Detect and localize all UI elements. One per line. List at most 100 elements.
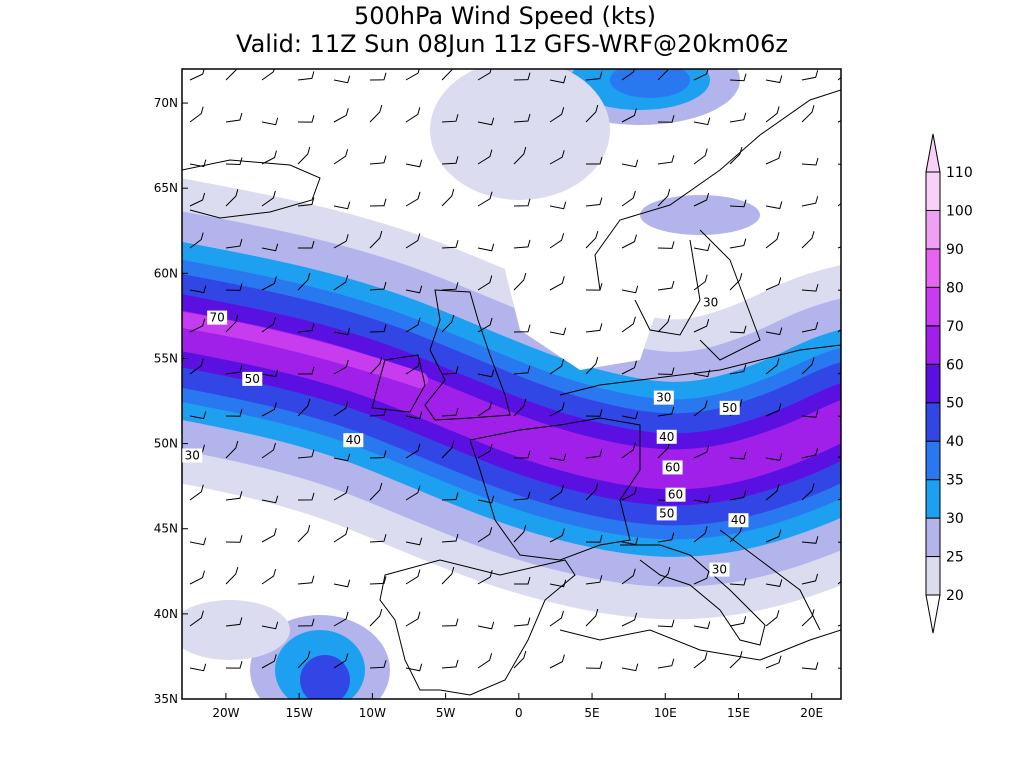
wind-barb <box>549 233 565 249</box>
coastline <box>379 559 576 696</box>
wind-barb <box>189 570 205 585</box>
wind-barb <box>405 285 423 294</box>
wind-barb <box>297 449 315 459</box>
wind-barb <box>261 276 277 291</box>
wind-barb <box>585 323 603 333</box>
wind-barb <box>513 365 531 375</box>
wind-barb <box>621 612 638 627</box>
wind-barb <box>441 282 459 291</box>
wind-barb <box>261 654 277 669</box>
x-tick-label: 15E <box>727 706 750 720</box>
wind-barb <box>585 608 599 627</box>
wind-barb <box>621 69 635 81</box>
wind-barb <box>765 610 780 627</box>
wind-barb <box>729 451 747 460</box>
wind-barb <box>189 484 204 501</box>
wind-barb <box>513 239 531 249</box>
wind-barb <box>585 482 599 501</box>
wind-barb <box>225 440 239 459</box>
colorbar-label: 30 <box>946 511 964 527</box>
y-tick-label: 60N <box>154 266 178 280</box>
wind-barb <box>189 663 207 672</box>
wind-barb <box>369 104 383 123</box>
colorbar-label: 110 <box>946 165 973 181</box>
wind-barb <box>261 316 276 333</box>
colorbar-label: 25 <box>946 550 964 566</box>
wind-barb <box>369 450 387 459</box>
colorbar-label: 70 <box>946 319 964 335</box>
x-tick-label: 0 <box>515 706 523 720</box>
wind-barb <box>621 442 636 459</box>
wind-barb <box>405 191 421 207</box>
wind-barb <box>621 316 636 333</box>
wind-barb <box>297 114 315 123</box>
wind-barb <box>693 621 711 630</box>
wind-barb <box>765 201 783 210</box>
x-tick-label: 5W <box>436 706 456 720</box>
wind-barb <box>225 535 243 543</box>
wind-barb <box>801 410 819 418</box>
wind-barb <box>621 159 639 168</box>
wind-barb <box>549 528 565 543</box>
wind-barb <box>405 443 421 459</box>
wind-barb <box>333 611 349 627</box>
wind-barb <box>405 233 421 249</box>
wind-barb <box>477 275 493 291</box>
wind-barb <box>405 317 421 333</box>
wind-barb <box>333 75 351 84</box>
colorbar-band <box>925 248 941 288</box>
wind-barb <box>765 327 783 336</box>
wind-barb <box>693 274 708 291</box>
wind-barb <box>477 191 493 207</box>
wind-barb <box>765 484 780 501</box>
wind-barb <box>729 577 747 586</box>
colorbar-label: 80 <box>946 280 964 296</box>
colorbar-band <box>925 171 941 211</box>
wind-barb <box>801 321 819 333</box>
wind-barb <box>585 230 599 249</box>
y-tick-label: 70N <box>154 96 178 110</box>
wind-barb <box>621 663 639 672</box>
wind-barb <box>261 117 279 126</box>
wind-barb <box>549 107 565 123</box>
wind-barb <box>657 658 675 669</box>
wind-barb <box>225 238 243 249</box>
contour-label-box <box>182 448 203 463</box>
wind-barb <box>801 157 819 166</box>
wind-barb <box>657 532 675 543</box>
wind-barb <box>729 651 743 669</box>
wind-barb <box>225 283 243 291</box>
wind-barb <box>729 146 743 165</box>
contour-label: 60 <box>665 460 680 474</box>
wind-barb <box>693 192 710 207</box>
wind-barb <box>298 240 315 249</box>
wind-barb <box>297 398 311 417</box>
wind-barb <box>801 231 815 249</box>
wind-barb <box>261 150 277 165</box>
wind-barb <box>693 243 711 252</box>
colorbar-band <box>925 402 941 442</box>
wind-barb <box>549 654 565 669</box>
wind-barb <box>405 611 421 627</box>
wind-barb <box>369 660 387 669</box>
wind-barb <box>225 617 243 627</box>
wind-barb <box>369 230 383 249</box>
wind-barb <box>441 314 455 333</box>
wind-barb <box>189 106 204 123</box>
wind-barb <box>549 276 565 291</box>
y-tick-label: 40N <box>154 607 178 621</box>
wind-barb <box>801 357 815 375</box>
wind-barb <box>333 527 349 543</box>
speed-patch <box>430 69 610 200</box>
wind-barb <box>477 317 493 333</box>
wind-barb <box>225 188 239 207</box>
wind-barb <box>693 148 708 165</box>
contour-label: 40 <box>659 430 674 444</box>
wind-barb <box>549 150 565 165</box>
wind-barb <box>333 653 349 669</box>
wind-barb <box>225 157 243 166</box>
wind-barb <box>297 524 311 543</box>
coastline <box>371 354 426 413</box>
wind-barb <box>189 159 207 168</box>
wind-barb <box>513 272 527 291</box>
